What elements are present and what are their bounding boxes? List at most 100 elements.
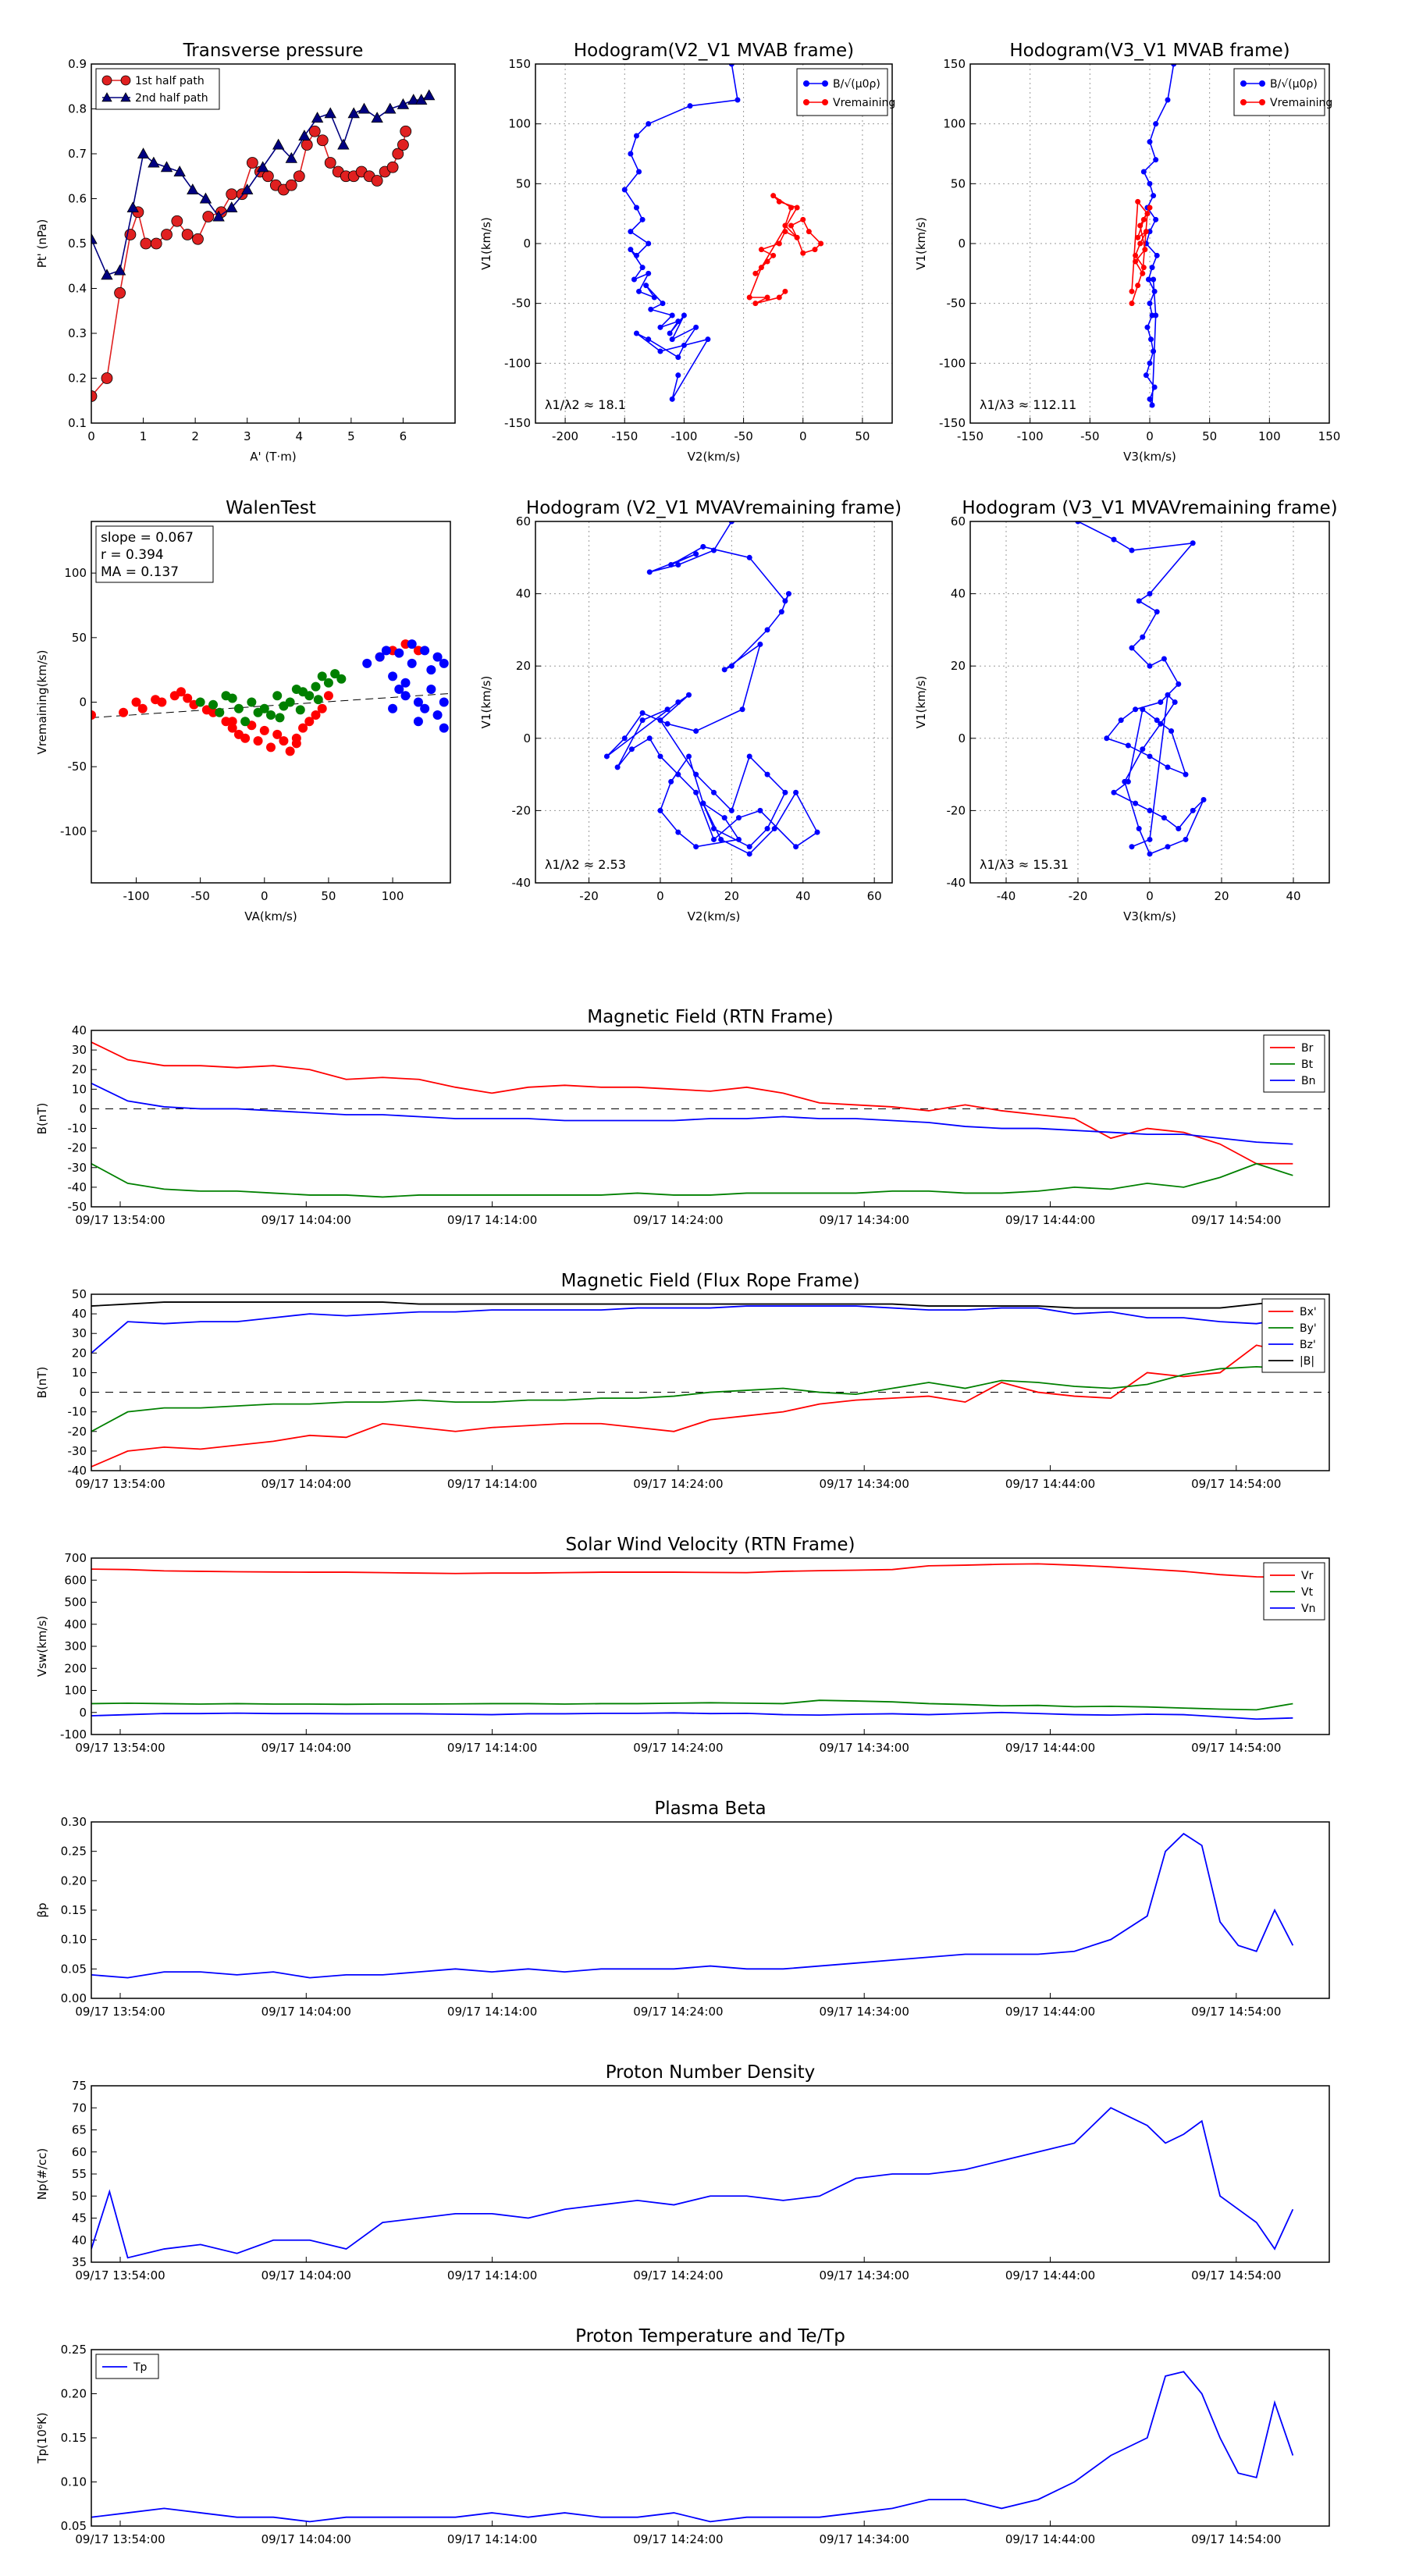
y-tick-label: 100 bbox=[64, 566, 87, 580]
x-tick-label: 20 bbox=[1214, 889, 1229, 903]
y-tick-label: -150 bbox=[504, 416, 531, 430]
data-point bbox=[176, 687, 186, 697]
y-axis-label: Tp(10⁶K) bbox=[35, 2412, 49, 2464]
y-tick-label: 0.30 bbox=[61, 1815, 87, 1829]
plot-frame bbox=[91, 2085, 1330, 2263]
x-axis-label: V2(km/s) bbox=[688, 909, 741, 923]
data-point bbox=[400, 125, 412, 137]
data-point bbox=[432, 652, 443, 662]
data-point bbox=[114, 286, 126, 299]
y-tick-label: 55 bbox=[72, 2167, 87, 2181]
plot-area bbox=[1129, 64, 1177, 408]
chart-title: Hodogram(V3_V1 MVAB frame) bbox=[1009, 41, 1289, 61]
data-point bbox=[711, 547, 717, 553]
data-point bbox=[1158, 720, 1164, 727]
y-tick-label: 20 bbox=[72, 1062, 87, 1076]
y-tick-label: -150 bbox=[939, 416, 966, 430]
data-point bbox=[1147, 205, 1153, 211]
data-point bbox=[1147, 180, 1153, 187]
x-tick-label: -150 bbox=[611, 429, 638, 443]
y-tick-label: -30 bbox=[68, 1444, 87, 1458]
data-point bbox=[628, 247, 634, 253]
data-point bbox=[1154, 717, 1160, 724]
x-tick-label: -50 bbox=[734, 429, 753, 443]
data-point bbox=[1171, 64, 1177, 67]
data-point bbox=[700, 543, 706, 550]
y-tick-label: 0.5 bbox=[68, 237, 87, 251]
data-point bbox=[113, 264, 126, 276]
data-point bbox=[639, 717, 646, 724]
data-point bbox=[1129, 288, 1135, 294]
chart-title: Proton Number Density bbox=[606, 2062, 816, 2083]
data-point bbox=[728, 521, 735, 525]
x-tick-label: 0 bbox=[1146, 889, 1154, 903]
data-point bbox=[91, 233, 98, 244]
data-point bbox=[295, 705, 305, 715]
data-point bbox=[1151, 193, 1157, 199]
data-point bbox=[764, 627, 770, 633]
y-axis-label: Vremaining(km/s) bbox=[35, 650, 49, 755]
legend-label: Vn bbox=[1301, 1603, 1315, 1615]
data-point bbox=[137, 703, 148, 713]
data-point bbox=[407, 658, 417, 668]
data-point bbox=[285, 697, 295, 707]
data-point bbox=[1151, 276, 1157, 283]
data-point bbox=[279, 736, 289, 746]
data-point bbox=[758, 247, 764, 253]
data-point bbox=[764, 826, 770, 832]
y-axis-label: Np(#/cc) bbox=[35, 2148, 49, 2201]
data-point bbox=[1147, 139, 1153, 145]
data-point bbox=[1136, 826, 1142, 832]
data-point bbox=[1135, 234, 1141, 240]
data-point bbox=[324, 107, 336, 119]
data-point bbox=[1133, 706, 1139, 713]
data-point bbox=[686, 692, 692, 698]
data-point bbox=[439, 658, 449, 668]
y-tick-label: -50 bbox=[512, 297, 532, 311]
data-point bbox=[746, 844, 752, 850]
data-point bbox=[794, 205, 800, 211]
legend-label: Br bbox=[1301, 1042, 1314, 1055]
data-point bbox=[202, 211, 215, 222]
x-tick-label: -20 bbox=[1069, 889, 1088, 903]
data-point bbox=[1129, 301, 1135, 307]
y-tick-label: 0 bbox=[523, 731, 531, 745]
data-point bbox=[1135, 283, 1141, 289]
proton-number-density-chart: 35 40 45 50 55 60 65 70 75 09/17 13:54:00 09/17 14… bbox=[35, 2062, 1330, 2282]
data-point bbox=[336, 674, 347, 684]
walen-test-chart: -100 -50 0 50 100 -100 -50 0 50 100 WalenTest VA(km… bbox=[35, 498, 451, 923]
y-tick-label: -20 bbox=[947, 803, 966, 817]
data-point bbox=[257, 161, 269, 173]
data-point bbox=[384, 102, 397, 114]
data-point bbox=[639, 216, 646, 222]
data-point bbox=[633, 252, 639, 258]
y-tick-label: 100 bbox=[64, 1684, 87, 1698]
data-point bbox=[646, 121, 652, 127]
x-tick-label: -100 bbox=[1017, 429, 1044, 443]
x-tick-label: 0 bbox=[261, 889, 269, 903]
y-tick-label: 0 bbox=[79, 1706, 87, 1720]
data-point bbox=[643, 283, 649, 289]
data-point bbox=[1190, 807, 1196, 813]
y-axis-label: B(nT) bbox=[35, 1103, 49, 1135]
data-point bbox=[1140, 169, 1147, 175]
y-tick-label: 0.05 bbox=[61, 1962, 87, 1976]
data-point bbox=[397, 139, 409, 151]
data-point bbox=[1147, 591, 1153, 597]
data-point bbox=[603, 753, 610, 760]
data-point bbox=[675, 829, 681, 835]
data-point bbox=[101, 92, 112, 102]
data-point bbox=[628, 151, 634, 157]
data-point bbox=[739, 706, 745, 713]
x-axis-label: VA(km/s) bbox=[244, 909, 297, 923]
x-tick-label: 50 bbox=[321, 889, 336, 903]
data-point bbox=[794, 234, 800, 240]
y-tick-label: 0 bbox=[958, 237, 966, 251]
data-point bbox=[171, 215, 183, 227]
y-tick-label: 0 bbox=[523, 237, 531, 251]
data-point bbox=[101, 75, 112, 86]
legend-label: Bz' bbox=[1300, 1339, 1316, 1351]
y-tick-label: 100 bbox=[943, 117, 966, 131]
y-tick-label: 60 bbox=[72, 2145, 87, 2159]
